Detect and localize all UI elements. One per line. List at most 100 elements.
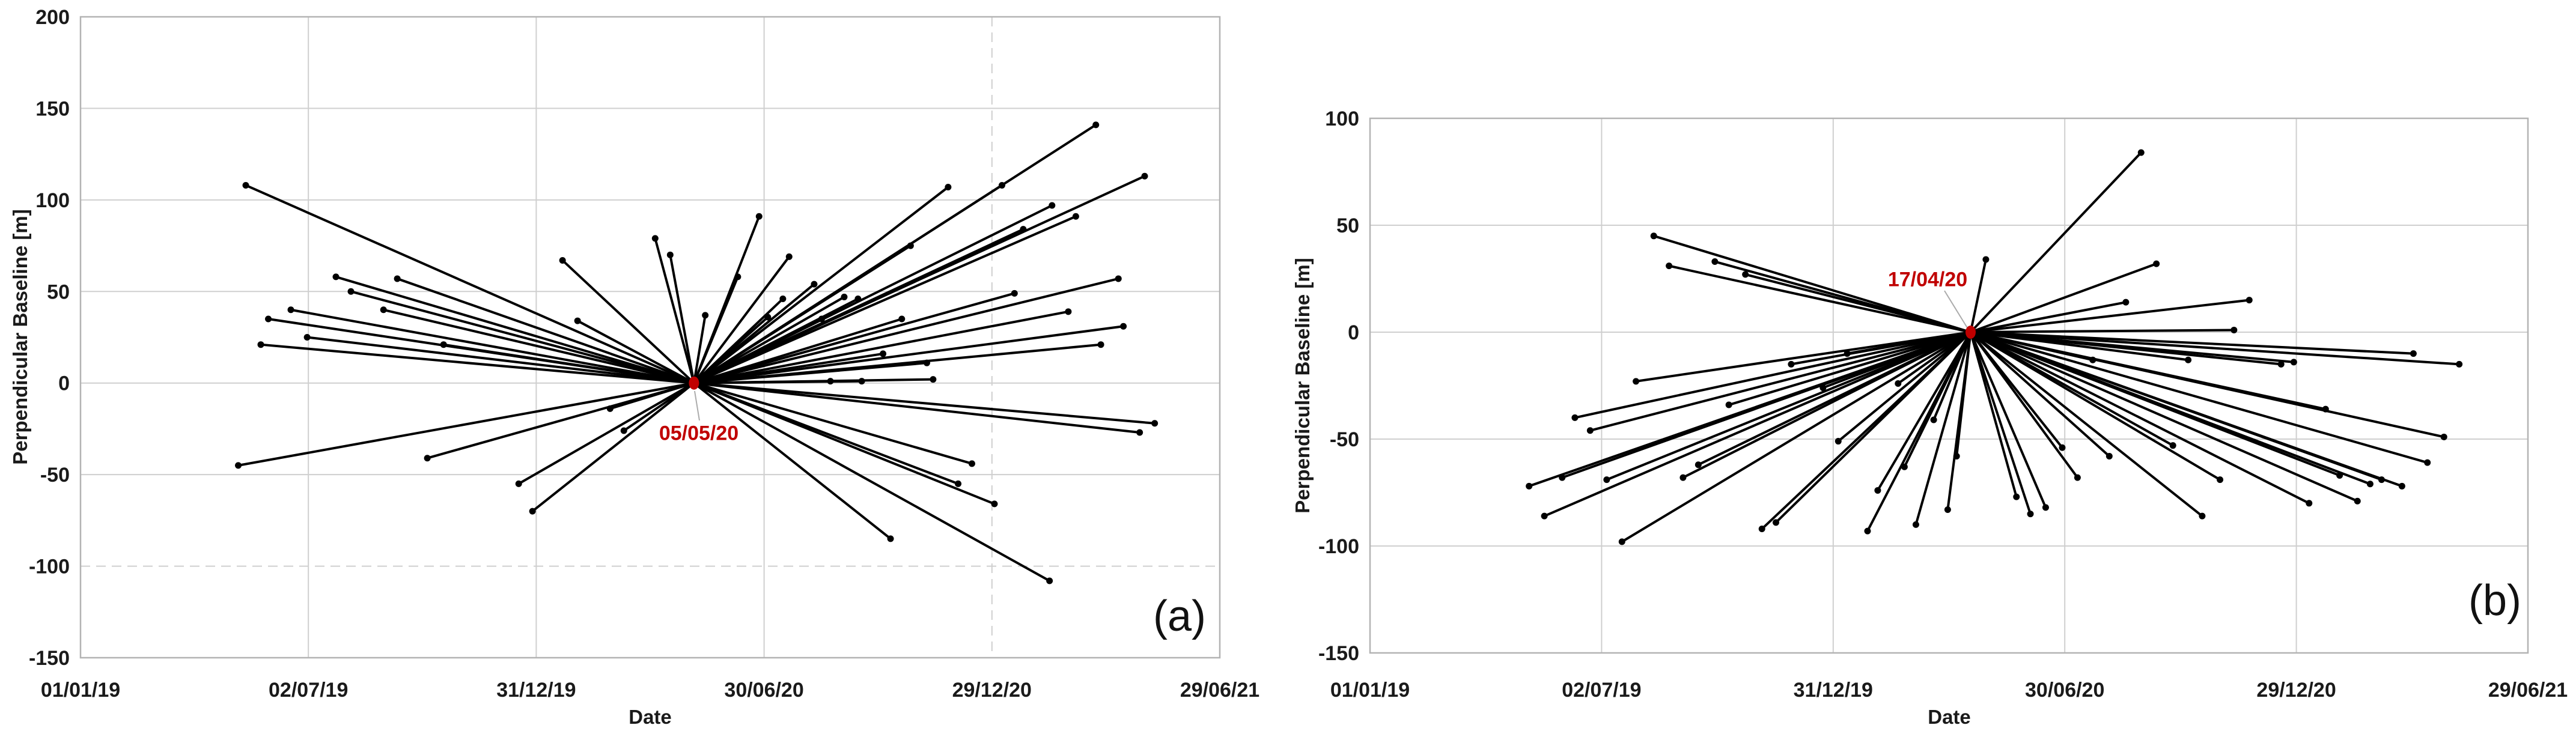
acquisition-dot — [734, 273, 741, 281]
y-tick-label: -150 — [1318, 642, 1359, 665]
x-tick-label: 30/06/20 — [2025, 679, 2104, 702]
acquisition-dot — [2378, 476, 2385, 484]
acquisition-dot — [841, 293, 848, 300]
baseline-line — [517, 381, 695, 485]
acquisition-dot — [574, 317, 581, 324]
acquisition-dot — [1559, 474, 1566, 481]
baseline-line — [245, 184, 695, 384]
baseline-line — [290, 308, 695, 384]
acquisition-dot — [2169, 442, 2176, 449]
baseline-line — [382, 308, 695, 384]
acquisition-dot — [907, 242, 914, 249]
acquisition-dot — [606, 405, 614, 412]
acquisition-dot — [1944, 506, 1951, 513]
acquisition-dot — [2089, 356, 2096, 363]
baseline-line — [1969, 329, 2235, 333]
acquisition-dot — [1725, 401, 1732, 408]
acquisition-dot — [2074, 474, 2081, 481]
baseline-line — [1876, 331, 1972, 492]
y-tick-label: -100 — [29, 556, 70, 578]
acquisition-dot — [2440, 433, 2447, 440]
acquisition-dot — [1982, 256, 1990, 263]
acquisition-dot — [1679, 474, 1687, 481]
baseline-line — [1605, 331, 1972, 481]
baseline-line — [1969, 331, 2310, 505]
acquisition-dot — [2059, 444, 2066, 451]
x-tick-label: 29/06/21 — [2488, 679, 2568, 702]
baseline-line — [692, 378, 934, 384]
y-tick-label: 100 — [1325, 108, 1359, 130]
acquisition-dot — [1773, 519, 1780, 526]
acquisition-dot — [1694, 461, 1702, 469]
baseline-line — [692, 123, 1097, 384]
acquisition-dot — [1912, 521, 1919, 528]
acquisition-dot — [1011, 290, 1018, 297]
acquisition-dot — [2410, 350, 2417, 357]
acquisition-dot — [854, 295, 862, 302]
acquisition-dot — [2153, 260, 2160, 267]
acquisition-dot — [779, 295, 787, 302]
x-tick-label: 01/01/19 — [41, 679, 120, 702]
acquisition-dot — [1526, 482, 1533, 490]
y-tick-label: 50 — [1336, 214, 1359, 237]
acquisition-dot — [257, 341, 264, 348]
plot-frame — [1369, 117, 2529, 654]
acquisition-dot — [2336, 472, 2343, 479]
baseline-line — [1543, 331, 1972, 518]
acquisition-dot — [2456, 360, 2463, 368]
y-tick-label: -150 — [29, 647, 70, 670]
baseline-line — [1946, 331, 1972, 511]
acquisition-dot — [968, 460, 975, 467]
acquisition-dot — [2230, 326, 2238, 333]
x-tick-label: 29/12/20 — [952, 679, 1032, 702]
baseline-line — [692, 277, 1120, 384]
acquisition-dot — [755, 213, 763, 220]
baseline-line — [1969, 331, 2404, 488]
baseline-line — [692, 310, 1070, 384]
acquisition-dot — [2106, 452, 2113, 460]
baseline-line — [531, 381, 695, 513]
x-tick-label: 31/12/19 — [1794, 679, 1873, 702]
baseline-line — [1969, 299, 2251, 333]
acquisition-dot — [1633, 378, 1640, 385]
baseline-line — [692, 343, 1103, 384]
x-tick-label: 29/06/21 — [1180, 679, 1259, 702]
acquisition-dot — [1571, 414, 1579, 421]
acquisition-dot — [2424, 459, 2431, 466]
acquisition-dot — [1666, 262, 1673, 270]
acquisition-dot — [1835, 438, 1842, 445]
acquisition-dot — [529, 508, 536, 515]
acquisition-dot — [1711, 258, 1719, 265]
acquisition-dot — [1758, 526, 1765, 533]
acquisition-dot — [991, 500, 998, 508]
baseline-line — [1621, 331, 1972, 543]
baseline-line — [1634, 331, 1972, 383]
baseline-line — [692, 381, 892, 540]
baseline-line — [1969, 262, 2158, 333]
acquisition-dot — [2027, 511, 2034, 518]
baseline-line — [1914, 331, 1972, 526]
acquisition-dot — [2013, 493, 2020, 500]
acquisition-dot — [2122, 299, 2130, 306]
acquisition-dot — [923, 359, 930, 366]
acquisition-dot — [811, 281, 818, 288]
baseline-line — [1969, 331, 2018, 499]
acquisition-dot — [651, 235, 659, 242]
acquisition-dot — [1092, 121, 1100, 129]
acquisition-dot — [702, 312, 709, 319]
x-tick-label: 29/12/20 — [2256, 679, 2336, 702]
baseline-line — [692, 314, 707, 384]
acquisition-dot — [1586, 427, 1594, 434]
y-tick-label: -50 — [1330, 428, 1359, 451]
acquisition-dot — [827, 378, 834, 385]
y-tick-label: 100 — [35, 189, 70, 212]
x-tick-label: 02/07/19 — [269, 679, 348, 702]
acquisition-dot — [1046, 577, 1053, 584]
acquisition-dot — [1864, 527, 1871, 535]
acquisition-dot — [2290, 359, 2297, 366]
baseline-line — [1969, 331, 2359, 503]
baseline-line — [1728, 331, 1972, 407]
acquisition-dot — [394, 275, 401, 282]
acquisition-dot — [235, 462, 242, 469]
baseline-line — [1697, 331, 1972, 466]
